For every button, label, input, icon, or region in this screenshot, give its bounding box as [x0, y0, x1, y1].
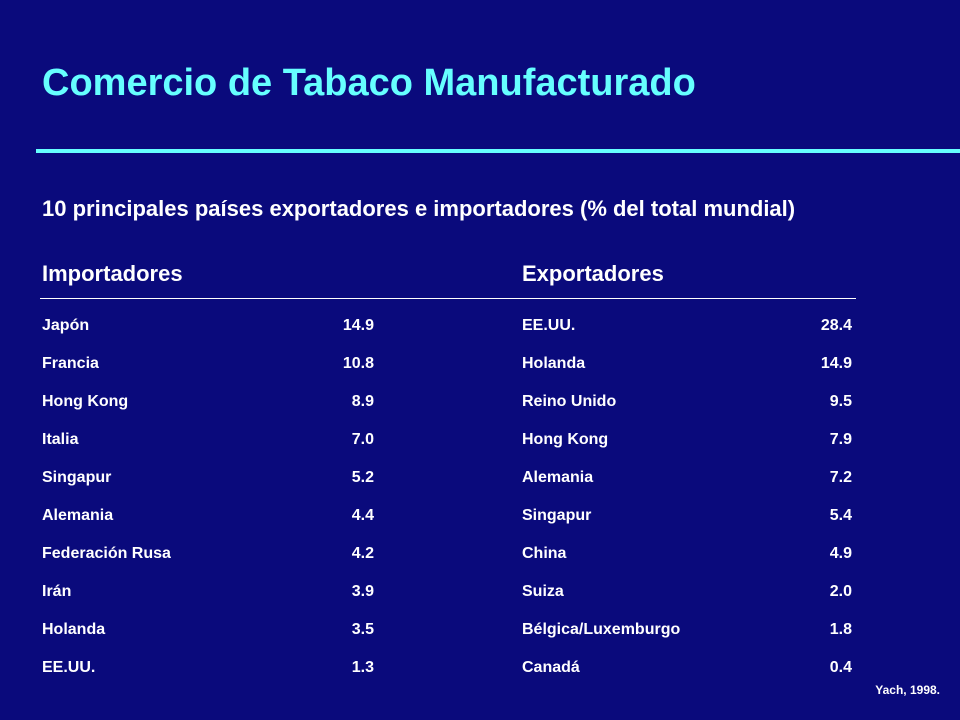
- slide-subtitle: 10 principales países exportadores e imp…: [42, 196, 796, 221]
- importers-row: Francia 10.8: [42, 350, 374, 388]
- country-name: Hong Kong: [522, 431, 609, 448]
- heading-divider: [40, 298, 856, 299]
- country-name: Federación Rusa: [42, 545, 171, 562]
- percent-value: 5.4: [829, 507, 852, 524]
- importers-row: EE.UU. 1.3: [42, 654, 374, 692]
- exporters-row: Bélgica/Luxemburgo 1.8: [522, 616, 852, 654]
- exporters-row: Alemania 7.2: [522, 464, 852, 502]
- percent-value: 3.9: [351, 583, 374, 600]
- percent-value: 8.9: [351, 393, 374, 410]
- percent-value: 1.8: [829, 621, 852, 638]
- country-name: Japón: [42, 317, 90, 334]
- percent-value: 28.4: [820, 317, 852, 334]
- country-name: Hong Kong: [42, 393, 129, 410]
- country-name: EE.UU.: [522, 317, 576, 334]
- importers-heading: Importadores: [42, 261, 183, 286]
- importers-row: Federación Rusa 4.2: [42, 540, 374, 578]
- percent-value: 7.2: [829, 469, 852, 486]
- exporters-table: EE.UU. 28.4 Holanda 14.9 Reino Unido 9.5 Hong …: [522, 312, 852, 692]
- country-name: Francia: [42, 355, 99, 372]
- exporters-heading: Exportadores: [522, 261, 664, 286]
- importers-row: Japón 14.9: [42, 312, 374, 350]
- importers-row: Italia 7.0: [42, 426, 374, 464]
- citation: Yach, 1998.: [875, 683, 940, 697]
- importers-table: Japón 14.9 Francia 10.8 Hong Kong 8.9 Italia 7.…: [42, 312, 374, 692]
- percent-value: 10.8: [342, 355, 374, 372]
- percent-value: 0.4: [829, 659, 852, 676]
- exporters-row: Reino Unido 9.5: [522, 388, 852, 426]
- title-underline: [36, 149, 960, 153]
- exporters-row: China 4.9: [522, 540, 852, 578]
- country-name: Irán: [42, 583, 72, 600]
- percent-value: 7.9: [829, 431, 852, 448]
- percent-value: 7.0: [351, 431, 374, 448]
- exporters-row: Canadá 0.4: [522, 654, 852, 692]
- country-name: Suiza: [522, 583, 564, 600]
- percent-value: 2.0: [829, 583, 852, 600]
- importers-row: Hong Kong 8.9: [42, 388, 374, 426]
- country-name: Holanda: [522, 355, 586, 372]
- exporters-row: Suiza 2.0: [522, 578, 852, 616]
- percent-value: 14.9: [342, 317, 374, 334]
- country-name: China: [522, 545, 567, 562]
- exporters-row: Holanda 14.9: [522, 350, 852, 388]
- percent-value: 5.2: [351, 469, 374, 486]
- exporters-row: Hong Kong 7.9: [522, 426, 852, 464]
- country-name: EE.UU.: [42, 659, 96, 676]
- percent-value: 9.5: [829, 393, 852, 410]
- country-name: Alemania: [522, 469, 594, 486]
- exporters-row: Singapur 5.4: [522, 502, 852, 540]
- importers-row: Holanda 3.5: [42, 616, 374, 654]
- percent-value: 14.9: [820, 355, 852, 372]
- importers-row: Alemania 4.4: [42, 502, 374, 540]
- country-name: Reino Unido: [522, 393, 617, 410]
- percent-value: 3.5: [351, 621, 374, 638]
- country-name: Singapur: [522, 507, 592, 524]
- percent-value: 4.4: [351, 507, 374, 524]
- country-name: Canadá: [522, 659, 580, 676]
- country-name: Alemania: [42, 507, 114, 524]
- country-name: Italia: [42, 431, 79, 448]
- country-name: Singapur: [42, 469, 112, 486]
- percent-value: 4.2: [351, 545, 374, 562]
- country-name: Holanda: [42, 621, 106, 638]
- slide-title: Comercio de Tabaco Manufacturado: [42, 62, 696, 104]
- country-name: Bélgica/Luxemburgo: [522, 621, 681, 638]
- percent-value: 4.9: [829, 545, 852, 562]
- exporters-row: EE.UU. 28.4: [522, 312, 852, 350]
- importers-row: Singapur 5.2: [42, 464, 374, 502]
- percent-value: 1.3: [351, 659, 374, 676]
- importers-row: Irán 3.9: [42, 578, 374, 616]
